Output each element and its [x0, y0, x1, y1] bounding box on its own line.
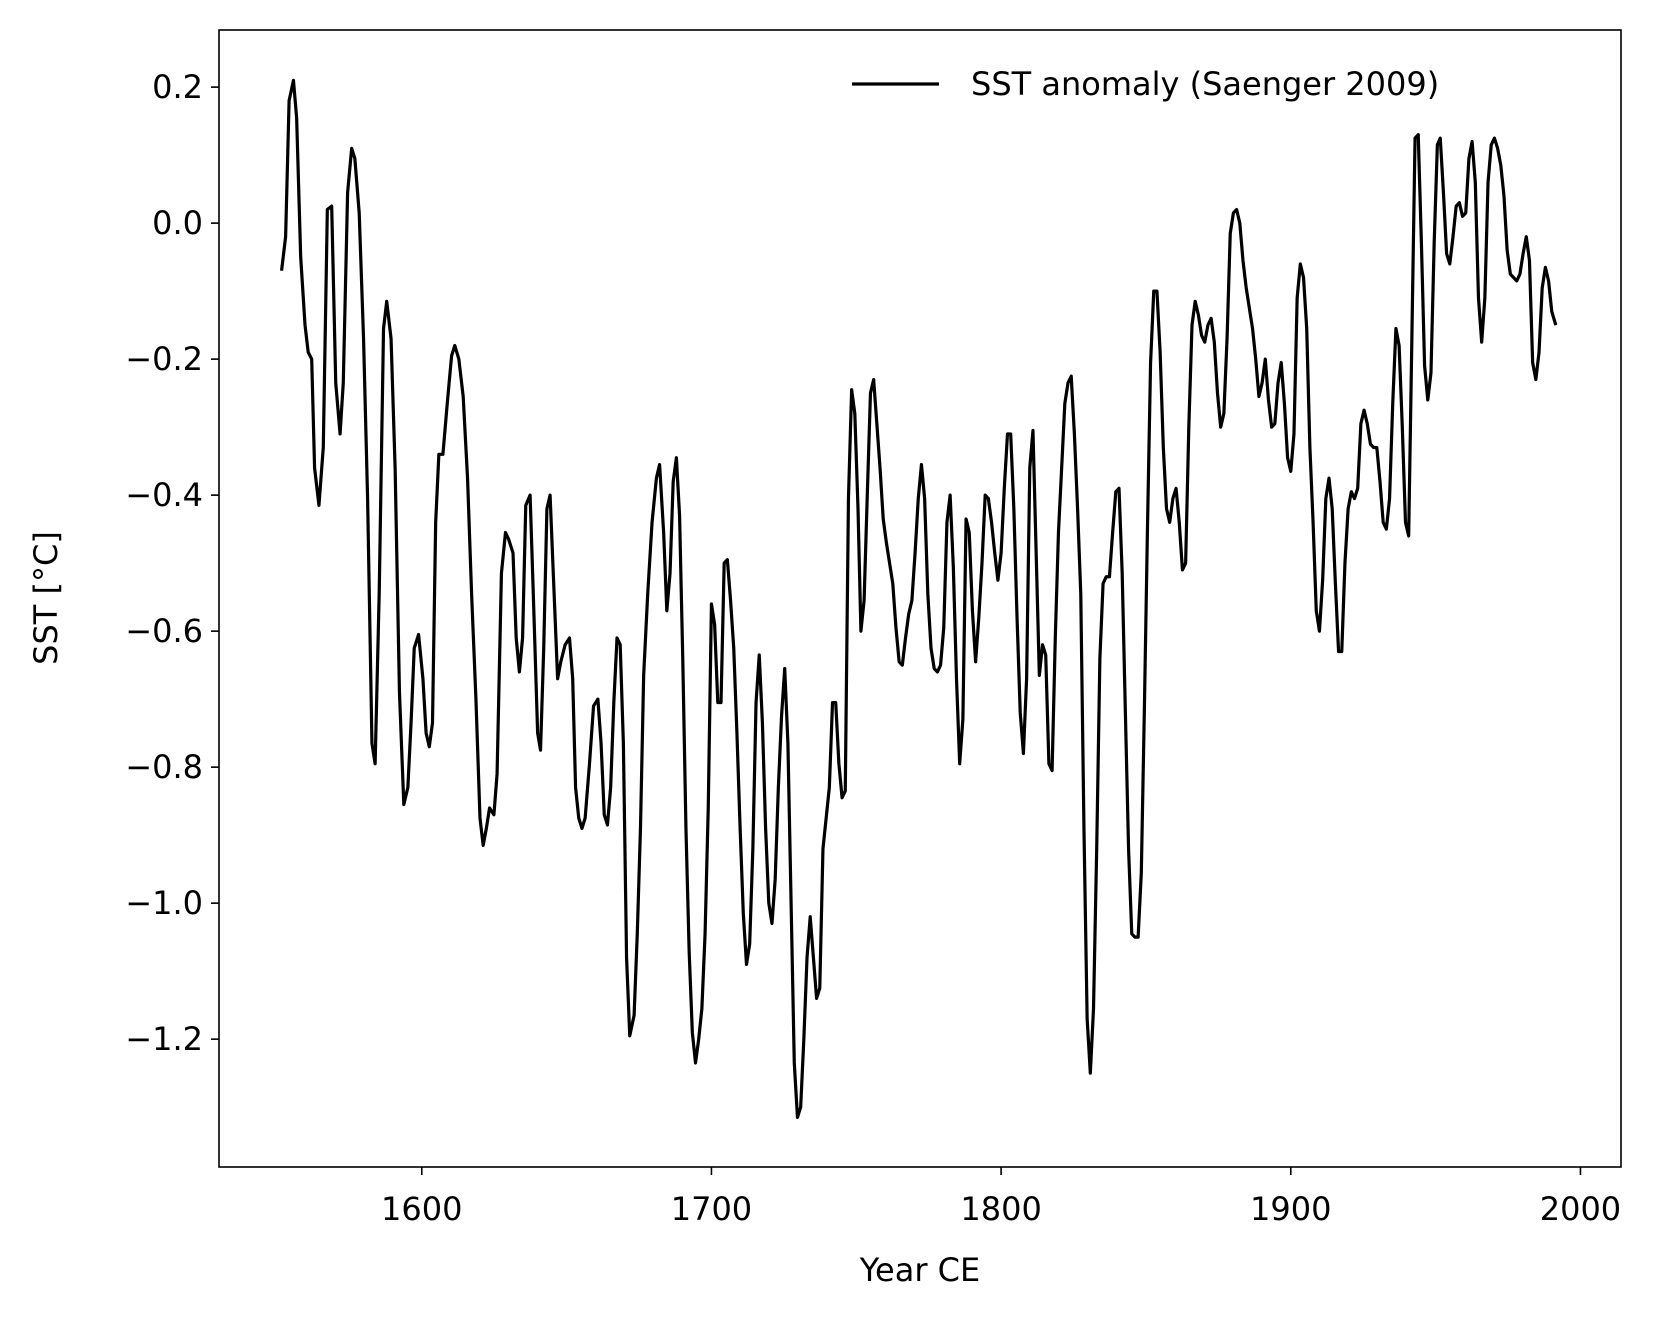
- y-tick-label: −0.6: [125, 612, 203, 650]
- x-tick-label: 2000: [1540, 1190, 1621, 1228]
- x-tick-label: 1900: [1250, 1190, 1331, 1228]
- y-tick-label: −1.2: [125, 1020, 203, 1058]
- y-tick-label: −0.2: [125, 340, 203, 378]
- plot-frame: [218, 29, 1622, 1168]
- data-line: [279, 78, 1558, 1119]
- y-tick-label: −1.0: [125, 884, 203, 922]
- x-tick-label: 1600: [381, 1190, 462, 1228]
- y-tick-label: −0.4: [125, 476, 203, 514]
- y-tick-label: −0.8: [125, 748, 203, 786]
- y-axis-label: SST [°C]: [27, 531, 65, 665]
- x-axis-label: Year CE: [859, 1251, 980, 1289]
- y-tick-label: 0.2: [152, 68, 203, 106]
- legend-label: SST anomaly (Saenger 2009): [971, 65, 1439, 103]
- x-tick-label: 1700: [671, 1190, 752, 1228]
- x-tick-label: 1800: [960, 1190, 1041, 1228]
- y-tick-label: 0.0: [152, 204, 203, 242]
